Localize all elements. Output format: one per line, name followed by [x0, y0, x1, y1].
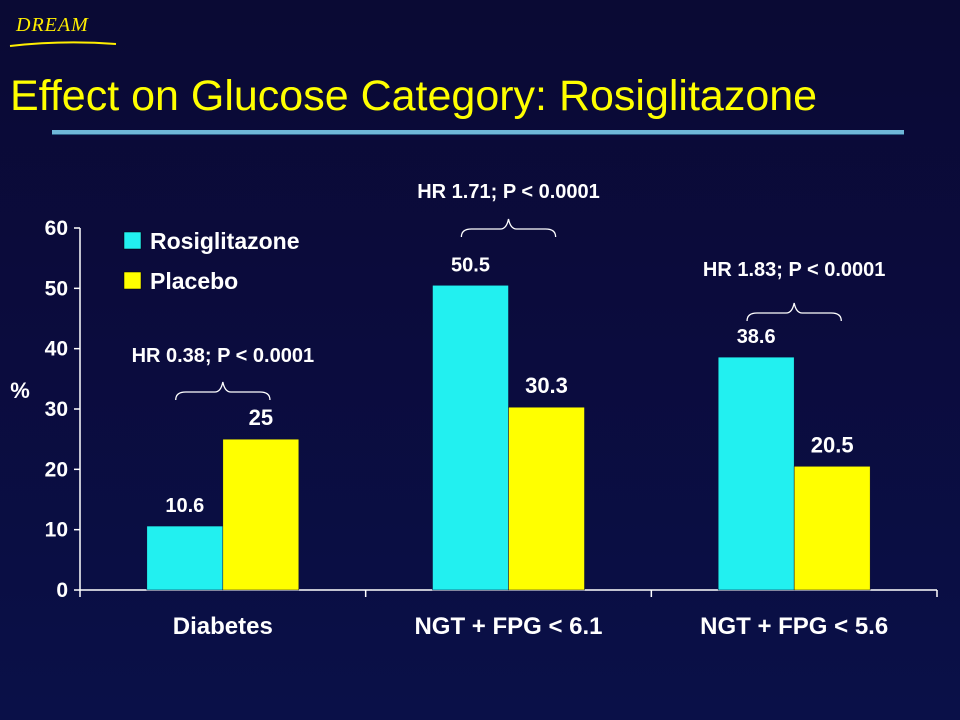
- x-tick-label: NGT + FPG < 6.1: [414, 613, 602, 640]
- y-tick-label: 30: [45, 398, 68, 421]
- bracket-icon: [460, 218, 557, 238]
- bracket-icon: [746, 302, 842, 322]
- legend-swatch: [123, 271, 142, 290]
- bar-placebo: [793, 466, 871, 591]
- y-tick-label: 60: [45, 217, 68, 240]
- brand-logo: DREAM: [16, 14, 89, 36]
- bar-rosiglitazone: [146, 525, 224, 591]
- bar-rosiglitazone: [717, 356, 795, 591]
- y-tick-label: 0: [56, 579, 68, 602]
- hr-annotation: HR 0.38; P < 0.0001: [132, 345, 315, 367]
- legend-swatch: [123, 231, 142, 250]
- y-axis-label: %: [10, 378, 30, 403]
- title-divider: [52, 130, 904, 135]
- data-label: 38.6: [737, 326, 776, 348]
- y-tick-label: 50: [45, 277, 68, 300]
- data-label: 50.5: [451, 254, 490, 276]
- x-tick-label: Diabetes: [173, 613, 273, 640]
- data-label: 20.5: [811, 432, 854, 457]
- bar-placebo: [222, 438, 300, 591]
- y-tick-label: 10: [45, 519, 68, 542]
- chart-axes: 0 10 20 30 40 50 60% Diabetes NGT + FPG < 6.1 NGT…: [10, 217, 938, 640]
- data-label: 25: [249, 405, 273, 430]
- chart-bars: [146, 285, 871, 591]
- hr-annotation: HR 1.83; P < 0.0001: [703, 259, 886, 281]
- bar-placebo: [508, 406, 585, 591]
- data-label: 30.3: [525, 373, 568, 398]
- hr-annotation: HR 1.71; P < 0.0001: [417, 181, 600, 203]
- y-tick-label: 20: [45, 458, 68, 481]
- brand-swoosh-icon: [9, 41, 117, 47]
- legend-label: Placebo: [150, 268, 238, 294]
- y-tick-label: 40: [45, 338, 68, 361]
- chart-data-labels: 10.6 50.5 38.6 25 30.3 20.5: [165, 254, 853, 517]
- data-label: 10.6: [165, 495, 204, 517]
- chart-legend: Rosiglitazone Placebo: [123, 228, 300, 294]
- x-tick-label: NGT + FPG < 5.6: [700, 613, 888, 640]
- bar-rosiglitazone: [432, 285, 509, 591]
- chart-annotations: HR 0.38; P < 0.0001 HR 1.71; P < 0.0001 HR…: [132, 181, 886, 401]
- slide-title: Effect on Glucose Category: Rosiglitazon…: [10, 72, 818, 120]
- legend-label: Rosiglitazone: [150, 228, 300, 254]
- bracket-icon: [175, 381, 271, 401]
